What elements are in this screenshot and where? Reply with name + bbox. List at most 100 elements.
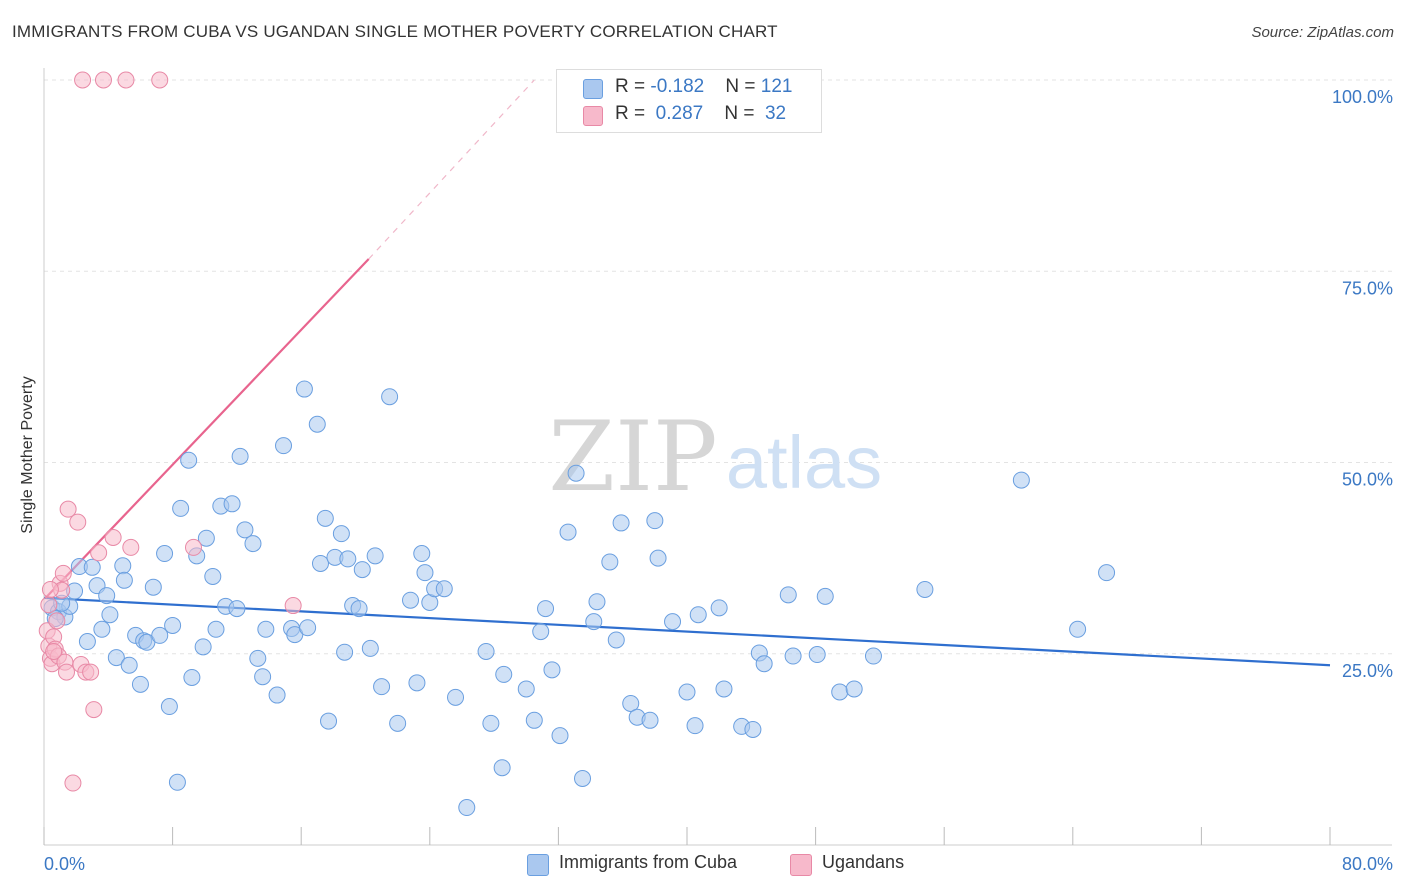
cuba-point xyxy=(389,714,407,732)
y-tick-label: 50.0% xyxy=(1342,470,1393,490)
uganda-point xyxy=(284,597,302,615)
cuba-point xyxy=(249,649,267,667)
cuba-point xyxy=(649,549,667,567)
cuba-point xyxy=(416,564,434,582)
cuba-point xyxy=(408,674,426,692)
chart-title: IMMIGRANTS FROM CUBA VS UGANDAN SINGLE M… xyxy=(12,22,778,41)
cuba-point xyxy=(532,623,550,641)
y-tick-label: 25.0% xyxy=(1342,661,1393,681)
uganda-point xyxy=(48,612,66,630)
cuba-point xyxy=(845,680,863,698)
legend-uganda-text: R = 0.287 N = 32 xyxy=(615,103,786,125)
cuba-point xyxy=(477,642,495,660)
cuba-point xyxy=(435,580,453,598)
cuba-point xyxy=(744,720,762,738)
cuba-point xyxy=(779,586,797,604)
source-credit: Source: ZipAtlas.com xyxy=(1251,24,1394,41)
uganda-point xyxy=(104,528,122,546)
cuba-point xyxy=(144,578,162,596)
cuba-point xyxy=(381,388,399,406)
cuba-point xyxy=(350,600,368,618)
cuba-point xyxy=(131,675,149,693)
cuba-point xyxy=(151,626,169,644)
correlation-legend: R = -0.182 N = 121 R = 0.287 N = 32 xyxy=(556,69,822,133)
cuba-point xyxy=(197,529,215,547)
gridlines xyxy=(44,79,1392,655)
cuba-point xyxy=(458,799,476,817)
trend-lines xyxy=(43,79,1331,667)
cuba-point xyxy=(493,759,511,777)
uganda-point xyxy=(151,71,169,89)
cuba-point xyxy=(93,620,111,638)
cuba-point xyxy=(678,683,696,701)
cuba-point xyxy=(98,587,116,605)
cuba-point xyxy=(715,680,733,698)
r-value: -0.182 xyxy=(650,76,705,97)
cuba-point xyxy=(353,561,371,579)
uganda-point xyxy=(122,538,140,556)
cuba-point xyxy=(1098,564,1116,582)
watermark-atlas: atlas xyxy=(726,421,882,504)
cuba-point xyxy=(402,591,420,609)
uganda-point xyxy=(58,663,76,681)
cuba-point xyxy=(156,545,174,563)
cuba-point xyxy=(495,665,513,683)
cuba-point xyxy=(574,769,592,787)
cuba-point xyxy=(1069,620,1087,638)
cuba-point xyxy=(257,620,275,638)
watermark-zip: ZIP xyxy=(548,401,717,513)
cuba-point xyxy=(231,447,249,465)
y-tick-label: 75.0% xyxy=(1342,278,1393,298)
cuba-point xyxy=(207,620,225,638)
cuba-point xyxy=(808,646,826,664)
cuba-point xyxy=(588,593,606,611)
cuba-point xyxy=(689,606,707,624)
cuba-point xyxy=(311,554,329,572)
cuba-point xyxy=(413,545,431,563)
tick-labels: 25.0% 50.0% 75.0% 100.0% 0.0% 80.0% xyxy=(44,87,1393,874)
cuba-point xyxy=(612,514,630,532)
data-points xyxy=(38,71,1116,817)
cuba-point xyxy=(275,437,293,455)
uganda-point xyxy=(90,544,108,562)
x-tick-label: 80.0% xyxy=(1342,854,1393,874)
uganda-point xyxy=(85,701,103,719)
cuba-swatch xyxy=(527,854,549,876)
cuba-point xyxy=(183,668,201,686)
cuba-point xyxy=(585,613,603,631)
cuba-point xyxy=(831,683,849,701)
cuba-point xyxy=(784,647,802,665)
cuba-point xyxy=(361,639,379,657)
cuba-point xyxy=(447,688,465,706)
n-value: 121 xyxy=(760,76,793,97)
cuba-point xyxy=(641,711,659,729)
cuba-point xyxy=(236,521,254,539)
legend-label: Ugandans xyxy=(822,852,905,872)
uganda-point xyxy=(117,71,135,89)
cuba-point xyxy=(559,523,577,541)
uganda-swatch xyxy=(790,854,812,876)
x-tick-label: 0.0% xyxy=(44,854,85,874)
cuba-point xyxy=(204,567,222,585)
uganda-point xyxy=(64,774,82,792)
cuba-point xyxy=(168,773,186,791)
cuba-point xyxy=(320,712,338,730)
cuba-point xyxy=(172,499,190,517)
uganda-point xyxy=(59,500,77,518)
cuba-point xyxy=(373,678,391,696)
cuba-point xyxy=(339,550,357,568)
cuba-point xyxy=(120,656,138,674)
cuba-point xyxy=(299,619,317,637)
cuba-point xyxy=(83,558,101,576)
cuba-point xyxy=(686,717,704,735)
uganda-point xyxy=(184,538,202,556)
cuba-point xyxy=(268,686,286,704)
cuba-point xyxy=(482,714,500,732)
n-label: N = xyxy=(724,103,760,124)
cuba-point xyxy=(107,649,125,667)
cuba-point xyxy=(366,547,384,565)
uganda-point xyxy=(82,663,100,681)
uganda-point xyxy=(41,580,59,598)
cuba-point xyxy=(308,415,326,433)
cuba-point xyxy=(78,633,96,651)
